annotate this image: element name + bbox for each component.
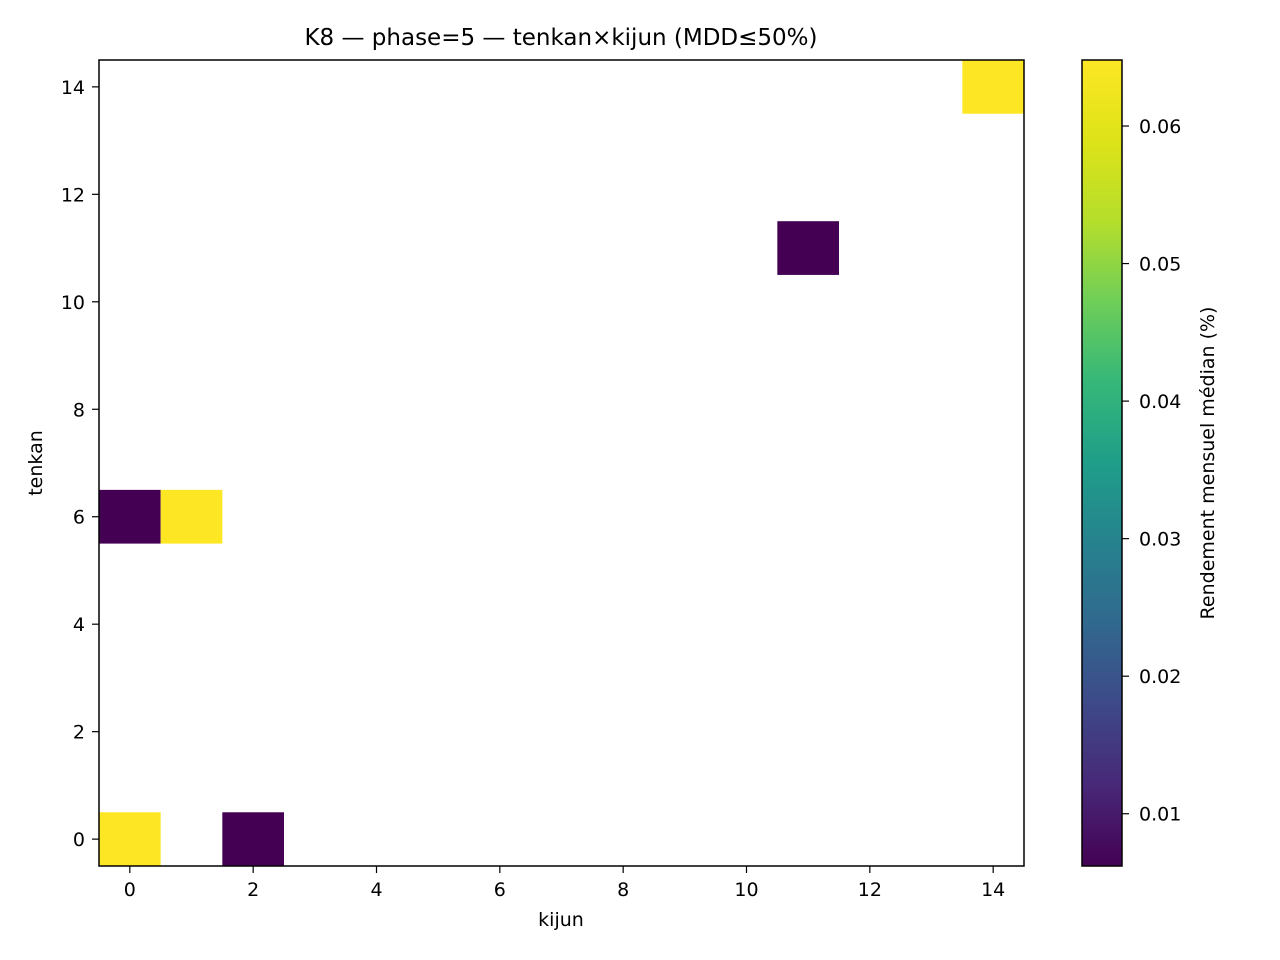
colorbar-tick-label: 0.01 <box>1139 804 1181 826</box>
colorbar-tick-label: 0.05 <box>1139 254 1181 276</box>
heatmap-cell <box>160 489 223 544</box>
y-axis-ticks: 0 2 4 6 8 10 12 14 <box>61 77 99 851</box>
x-tick-label: 4 <box>370 879 382 901</box>
heatmap-cell <box>99 812 161 866</box>
x-tick-label: 10 <box>734 879 758 901</box>
colorbar-ticks: 0.01 0.02 0.03 0.04 0.05 0.06 <box>1122 116 1181 826</box>
y-tick-label: 12 <box>61 184 85 206</box>
plot-frame <box>98 59 1025 867</box>
x-axis-ticks: 0 2 4 6 8 10 12 14 <box>124 866 1005 901</box>
x-tick-label: 0 <box>124 879 136 901</box>
y-tick-label: 8 <box>73 399 85 421</box>
x-tick-label: 8 <box>617 879 629 901</box>
y-tick-label: 14 <box>61 77 85 99</box>
colorbar <box>1081 59 1123 867</box>
heatmap-cell <box>962 60 1024 114</box>
x-tick-label: 12 <box>858 879 882 901</box>
y-tick-label: 6 <box>73 507 85 529</box>
colorbar-tick-label: 0.06 <box>1139 116 1181 138</box>
chart-title: K8 — phase=5 — tenkan×kijun (MDD≤50%) <box>304 25 817 51</box>
colorbar-tick-label: 0.02 <box>1139 666 1181 688</box>
colorbar-label: Rendement mensuel médian (%) <box>1197 307 1219 620</box>
heatmap-cell <box>99 489 161 544</box>
y-tick-label: 4 <box>73 614 85 636</box>
colorbar-tick-label: 0.04 <box>1139 391 1181 413</box>
x-tick-label: 14 <box>981 879 1005 901</box>
x-tick-label: 2 <box>247 879 259 901</box>
y-tick-label: 10 <box>61 292 85 314</box>
x-tick-label: 6 <box>494 879 506 901</box>
heatmap-cell <box>777 221 839 275</box>
y-tick-label: 0 <box>73 829 85 851</box>
heatmap-cell <box>222 812 284 866</box>
heatmap-cells <box>99 60 1024 866</box>
colorbar-tick-label: 0.03 <box>1139 529 1181 551</box>
x-axis-label: kijun <box>538 909 584 931</box>
y-tick-label: 2 <box>73 722 85 744</box>
y-axis-label: tenkan <box>25 430 47 496</box>
